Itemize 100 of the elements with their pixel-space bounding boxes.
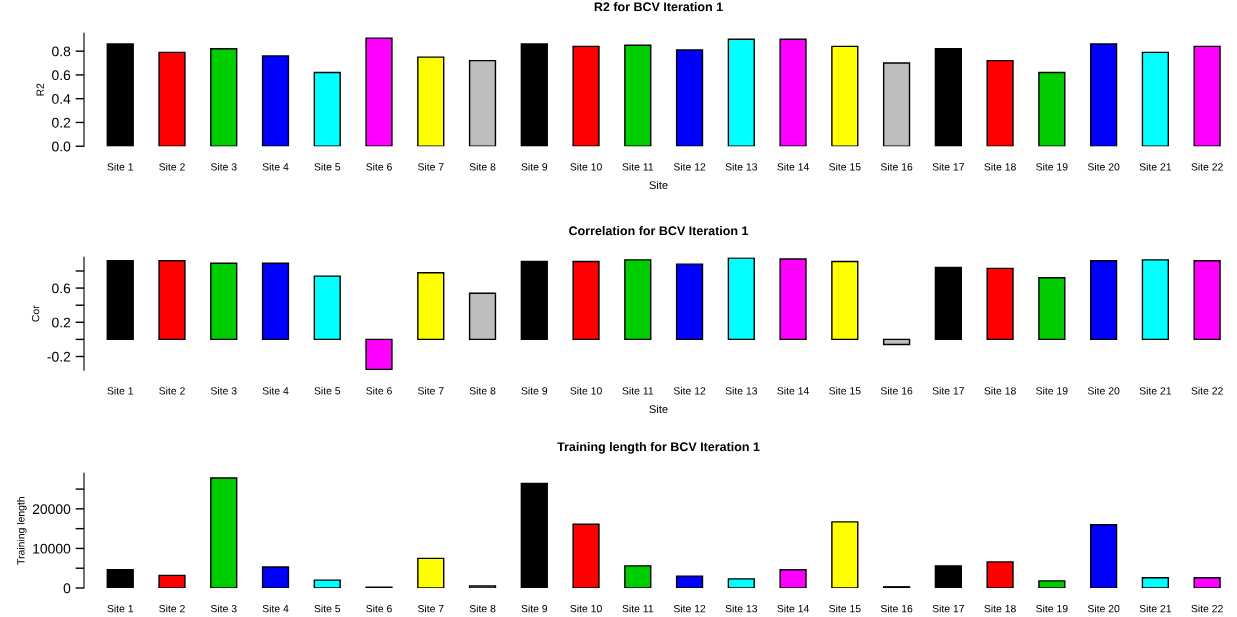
- bar: [1089, 523, 1118, 588]
- x-tick-label: Site 14: [777, 162, 809, 171]
- x-tick-label: Site 21: [1139, 162, 1172, 171]
- bar: [210, 48, 238, 147]
- x-tick-label: Site 14: [777, 386, 809, 395]
- bar: [313, 275, 341, 341]
- x-axis-title: Site: [649, 404, 668, 414]
- bar: [158, 574, 186, 588]
- bar: [261, 55, 290, 147]
- bar: [1089, 43, 1118, 147]
- x-tick-label: Site 15: [829, 162, 861, 171]
- bar: [675, 49, 704, 147]
- bar: [1193, 45, 1221, 147]
- bar: [779, 569, 807, 588]
- x-tick-label: Site 11: [622, 386, 654, 395]
- x-tick-label: Site 3: [210, 604, 237, 613]
- bar: [572, 45, 600, 147]
- bar: [1141, 51, 1169, 147]
- bar: [261, 262, 290, 341]
- x-tick-label: Site 5: [314, 162, 341, 171]
- x-tick-label: Site 4: [262, 386, 289, 395]
- x-tick-label: Site 6: [366, 162, 392, 171]
- x-tick-label: Site 17: [932, 386, 965, 395]
- bar: [624, 565, 652, 588]
- bar: [261, 566, 290, 588]
- x-tick-label: Site 17: [932, 604, 965, 613]
- bar: [727, 578, 755, 588]
- x-tick-label: Site 16: [880, 162, 913, 171]
- bar: [831, 260, 859, 341]
- x-tick-label: Site 9: [521, 386, 548, 395]
- x-tick-label: Site 17: [932, 162, 965, 171]
- x-axis-title: Site: [649, 180, 668, 190]
- x-tick-label: Site 4: [262, 604, 289, 613]
- x-tick-label: Site 6: [366, 386, 392, 395]
- x-tick-label: Site 18: [984, 386, 1016, 395]
- bar: [831, 521, 859, 588]
- bar: [624, 259, 652, 341]
- x-tick-label: Site 8: [469, 162, 496, 171]
- x-tick-label: Site 14: [777, 604, 809, 613]
- x-tick-label: Site 13: [725, 604, 758, 613]
- x-tick-label: Site 18: [984, 604, 1016, 613]
- x-tick-label: Site 8: [469, 604, 496, 613]
- x-tick-label: Site 8: [469, 386, 496, 395]
- y-axis-title: Cor: [31, 305, 40, 322]
- chart-title: R2 for BCV Iteration 1: [594, 2, 723, 12]
- x-tick-label: Site 10: [570, 162, 602, 171]
- bar: [1193, 260, 1221, 341]
- x-tick-label: Site 21: [1139, 386, 1172, 395]
- chart-title: Correlation for BCV Iteration 1: [569, 226, 749, 236]
- x-tick-label: Site 5: [314, 604, 341, 613]
- y-tick-label: 0.2: [52, 317, 71, 328]
- x-tick-label: Site 19: [1036, 386, 1068, 395]
- x-tick-label: Site 15: [829, 604, 861, 613]
- y-tick-label: 10000: [33, 543, 71, 554]
- bar: [675, 263, 704, 341]
- x-tick-label: Site 20: [1087, 162, 1120, 171]
- x-tick-label: Site 3: [210, 386, 237, 395]
- y-tick-label: 0.0: [52, 141, 71, 152]
- bar: [106, 569, 134, 588]
- bar: [1038, 71, 1066, 147]
- x-tick-label: Site 4: [262, 162, 289, 171]
- x-tick-label: Site 12: [673, 162, 706, 171]
- y-tick-label: 20000: [32, 504, 71, 515]
- bar: [675, 575, 704, 588]
- bar: [417, 557, 445, 588]
- bar: [106, 43, 134, 147]
- x-tick-label: Site 7: [417, 162, 444, 171]
- bar: [1038, 277, 1066, 341]
- x-tick-label: Site 13: [725, 386, 758, 395]
- bar: [520, 43, 548, 147]
- x-tick-label: Site 1: [107, 162, 134, 171]
- bar: [1141, 577, 1169, 588]
- x-tick-label: Site 9: [521, 604, 548, 613]
- y-tick-label: 0.8: [52, 46, 71, 57]
- x-tick-label: Site 10: [570, 604, 602, 613]
- x-tick-label: Site 22: [1191, 604, 1223, 613]
- bar: [934, 565, 962, 588]
- x-tick-label: Site 3: [210, 162, 237, 171]
- y-axis-title: R2: [36, 83, 44, 96]
- x-tick-label: Site 12: [673, 604, 706, 613]
- bar: [106, 260, 134, 341]
- x-tick-label: Site 11: [622, 162, 654, 171]
- x-tick-label: Site 18: [984, 162, 1016, 171]
- bar: [1141, 259, 1169, 341]
- x-tick-label: Site 1: [107, 386, 134, 395]
- bar: [572, 260, 600, 341]
- bar: [986, 59, 1014, 147]
- x-tick-label: Site 7: [417, 604, 444, 613]
- x-tick-label: Site 11: [622, 604, 654, 613]
- bar: [1089, 260, 1118, 341]
- x-tick-label: Site 22: [1191, 386, 1223, 395]
- bar: [882, 338, 911, 346]
- x-tick-label: Site 10: [570, 386, 602, 395]
- x-tick-label: Site 21: [1139, 604, 1172, 613]
- bar: [624, 44, 652, 147]
- bar: [779, 38, 807, 147]
- x-tick-label: Site 2: [159, 162, 185, 171]
- x-tick-label: Site 7: [417, 386, 444, 395]
- bar: [779, 258, 807, 341]
- x-tick-label: Site 15: [829, 386, 861, 395]
